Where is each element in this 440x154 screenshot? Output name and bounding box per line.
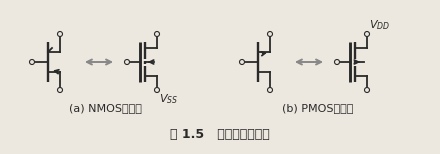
Circle shape [58, 87, 62, 93]
Circle shape [364, 87, 370, 93]
Circle shape [364, 32, 370, 36]
Text: $V_{SS}$: $V_{SS}$ [159, 92, 178, 106]
Circle shape [268, 32, 272, 36]
Circle shape [154, 32, 160, 36]
Circle shape [239, 59, 245, 65]
Circle shape [334, 59, 340, 65]
Circle shape [154, 87, 160, 93]
Text: (a) NMOS晶体管: (a) NMOS晶体管 [69, 103, 141, 113]
Text: (b) PMOS晶体管: (b) PMOS晶体管 [282, 103, 354, 113]
Text: $V_{DD}$: $V_{DD}$ [369, 18, 390, 32]
Circle shape [29, 59, 34, 65]
Circle shape [58, 32, 62, 36]
Text: 图 1.5   两种符号的互换: 图 1.5 两种符号的互换 [170, 128, 270, 141]
Circle shape [268, 87, 272, 93]
Circle shape [125, 59, 129, 65]
